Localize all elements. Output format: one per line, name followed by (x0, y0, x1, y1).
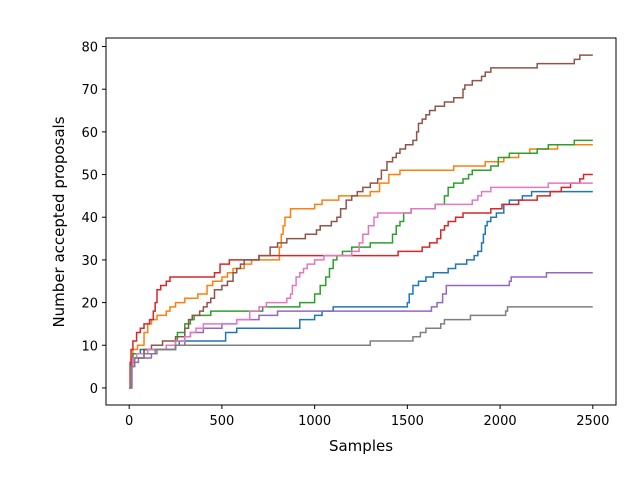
plot-frame (105, 37, 617, 406)
x-tick-label: 0 (125, 414, 133, 429)
series-line-1 (129, 190, 593, 389)
series-line-2 (129, 143, 593, 389)
y-tick-label: 40 (81, 211, 98, 226)
y-tick-label: 0 (90, 382, 98, 397)
y-axis: 0 10 20 30 40 50 60 70 80 (81, 41, 106, 397)
x-tick-label: 1500 (391, 414, 424, 429)
x-axis: 0 500 1000 1500 2000 2500 (125, 405, 609, 429)
x-axis-title: Samples (329, 437, 393, 455)
y-tick-label: 50 (81, 169, 98, 184)
series-line-6 (129, 54, 593, 389)
x-tick-label: 1000 (298, 414, 331, 429)
x-tick-label: 2500 (576, 414, 609, 429)
y-tick-label: 80 (81, 41, 98, 56)
y-tick-label: 10 (81, 339, 98, 354)
y-tick-label: 70 (81, 83, 98, 98)
x-tick-label: 2000 (484, 414, 517, 429)
x-tick-label: 500 (209, 414, 234, 429)
series-line-7 (129, 182, 593, 389)
y-tick-label: 20 (81, 297, 98, 312)
y-axis-title: Number accepted proposals (50, 116, 68, 327)
y-tick-label: 60 (81, 126, 98, 141)
series-line-5 (129, 271, 593, 389)
series-layer (129, 54, 593, 389)
series-line-4 (129, 173, 593, 389)
series-line-8 (129, 306, 593, 389)
y-tick-label: 30 (81, 254, 98, 269)
